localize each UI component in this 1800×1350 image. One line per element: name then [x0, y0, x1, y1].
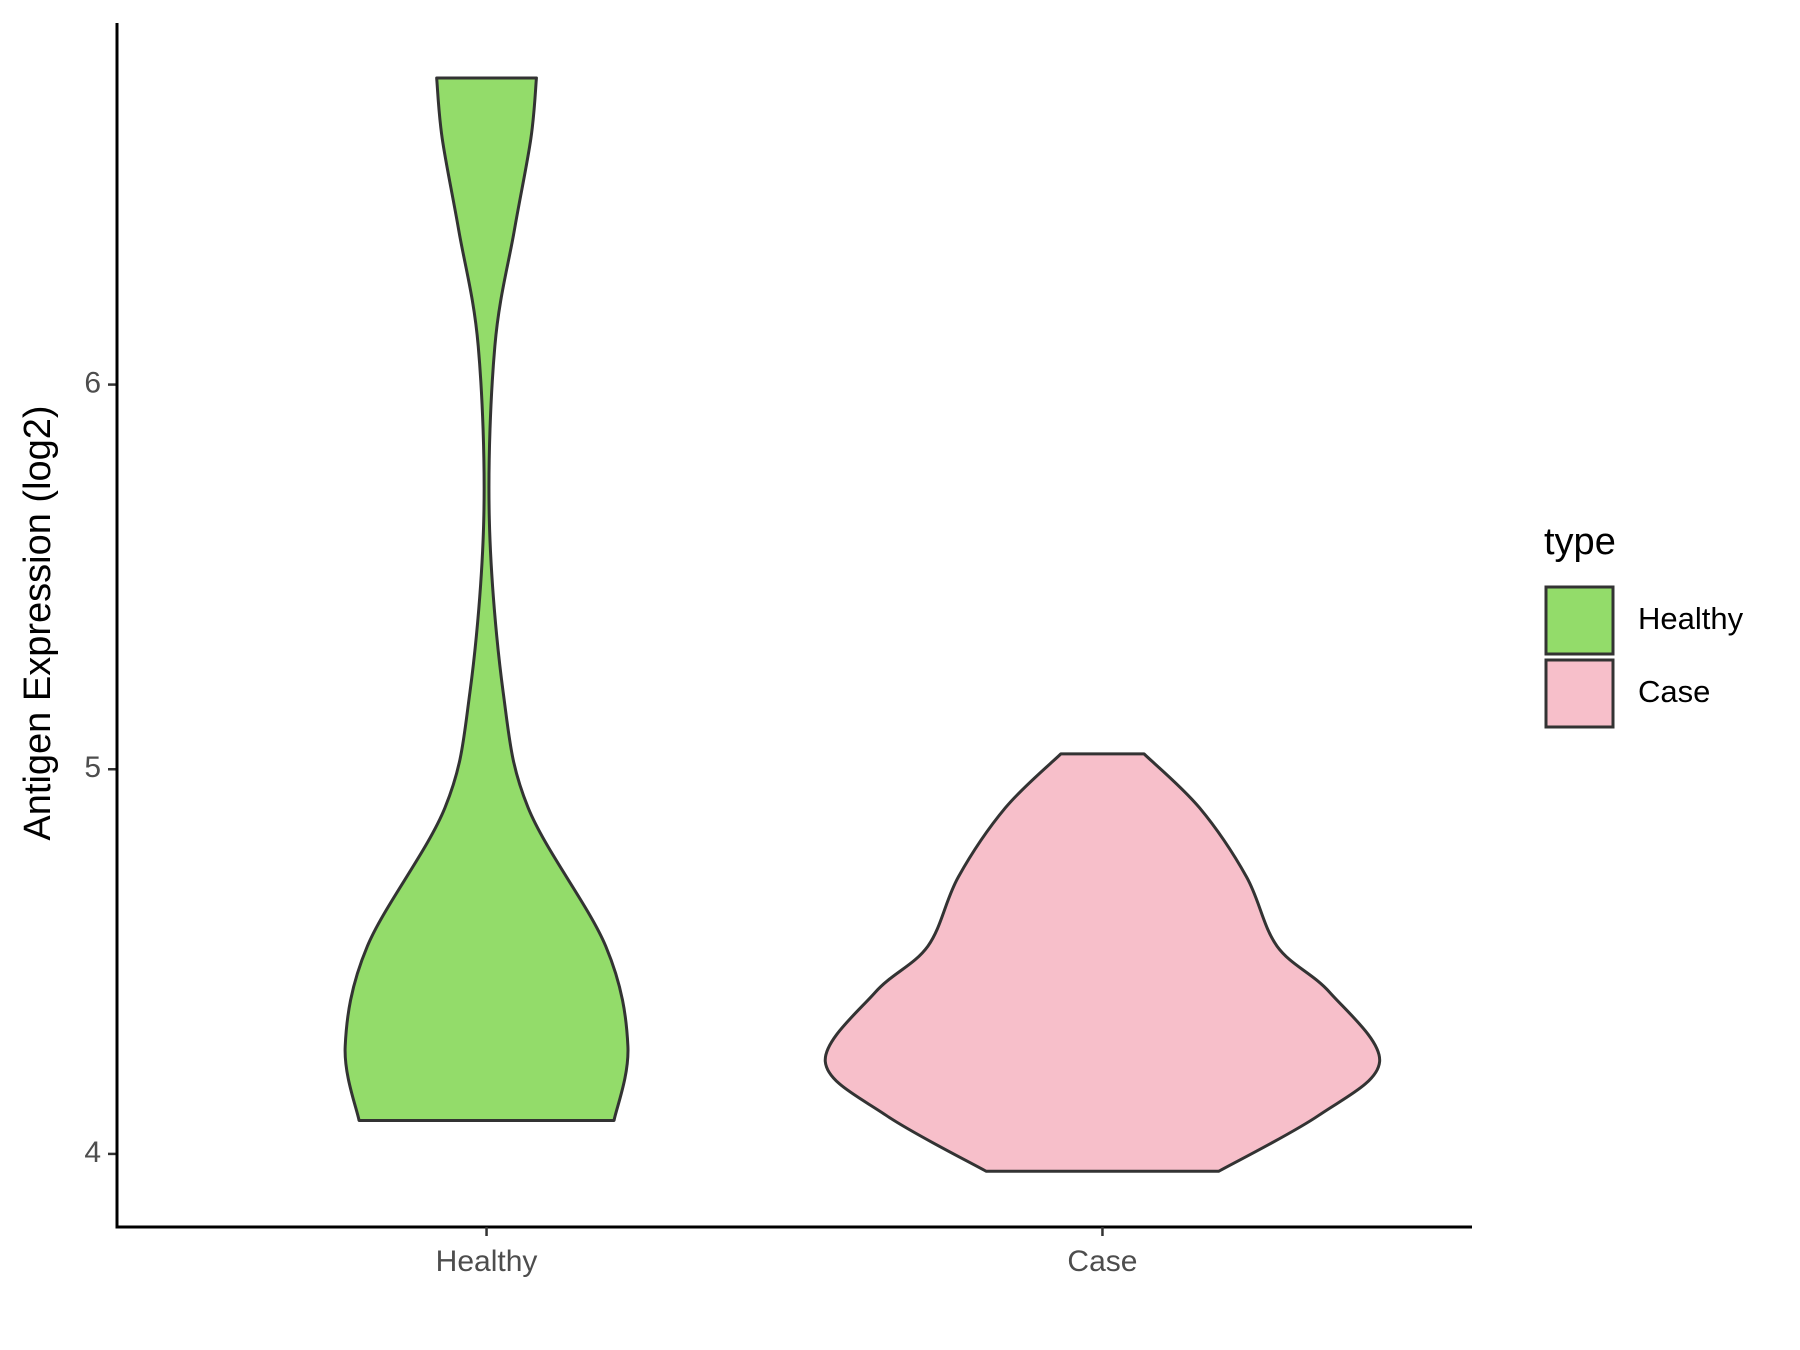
x-tick-label: Healthy — [436, 1245, 538, 1278]
legend-key — [1544, 585, 1615, 656]
y-axis-title: Antigen Expression (log2) — [17, 405, 59, 840]
legend-title: type — [1544, 521, 1616, 563]
legend-label: Case — [1638, 674, 1710, 709]
x-tick-label: Case — [1067, 1245, 1137, 1278]
y-tick-label: 4 — [84, 1136, 101, 1169]
y-tick-label: 6 — [84, 367, 101, 400]
violin — [823, 752, 1382, 1173]
y-tick-label: 5 — [84, 751, 101, 784]
legend-key — [1544, 658, 1615, 729]
legend-label: Healthy — [1638, 601, 1744, 636]
violin — [343, 76, 630, 1122]
